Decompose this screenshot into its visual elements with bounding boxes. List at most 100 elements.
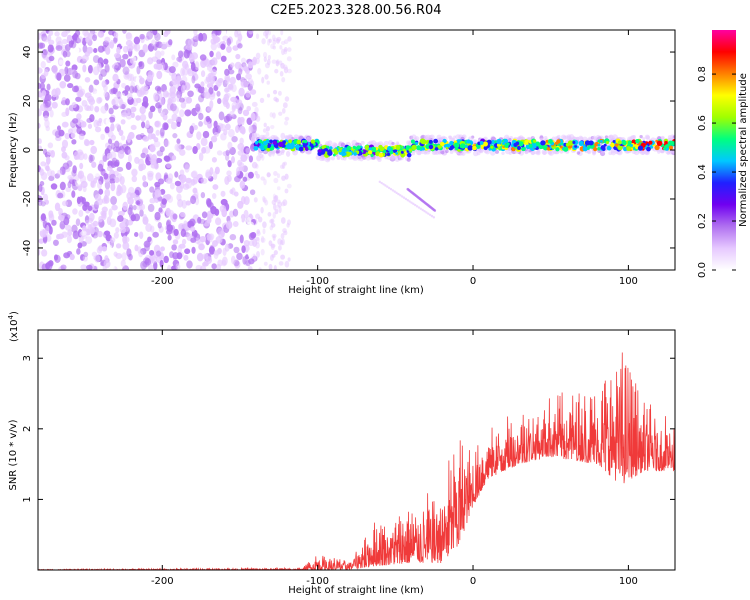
heatmap-cell <box>121 252 127 261</box>
heatmap-cell <box>251 161 258 169</box>
heatmap-cell <box>159 146 165 153</box>
heatmap-cell <box>639 134 643 139</box>
heatmap-cell <box>236 252 243 261</box>
heatmap-cell <box>61 139 69 149</box>
heatmap-cell <box>280 30 284 36</box>
heatmap-cell <box>183 220 188 229</box>
heatmap-cell <box>116 166 124 172</box>
heatmap-cell <box>42 148 48 155</box>
heatmap-cell <box>172 105 179 115</box>
heatmap-cell <box>192 73 199 81</box>
snr-x-axis-label: Height of straight line (km) <box>288 585 424 596</box>
heatmap-cell <box>111 157 118 165</box>
heatmap-cell <box>38 32 41 41</box>
heatmap-cell <box>204 78 211 85</box>
heatmap-cell <box>156 150 164 157</box>
heatmap-cell <box>124 236 130 243</box>
heatmap-cell <box>83 138 90 147</box>
heatmap-cell <box>266 30 272 36</box>
heatmap-cell <box>191 52 199 60</box>
heatmap-cell <box>273 96 278 102</box>
heatmap-cell <box>239 180 246 189</box>
heatmap-cell <box>115 252 123 260</box>
heatmap-cell <box>101 120 106 129</box>
heatmap-cell <box>260 248 265 256</box>
heatmap-cell <box>255 236 260 242</box>
heatmap-cell <box>71 169 77 177</box>
heatmap-cell <box>105 118 111 126</box>
snr-x-tick-label: -100 <box>306 576 329 587</box>
heatmap-cell <box>106 165 113 172</box>
heatmap-cell <box>38 67 43 74</box>
heatmap-cell <box>53 254 59 261</box>
heatmap-cell <box>204 91 211 99</box>
heatmap-cell <box>62 50 68 58</box>
heatmap-cell <box>85 236 93 245</box>
heatmap-cell <box>226 45 232 53</box>
colorbar-tick-label: 0.8 <box>697 66 708 82</box>
heatmap-cell <box>162 89 169 99</box>
heatmap-cell <box>243 65 249 72</box>
heatmap-cell <box>270 243 276 248</box>
heatmap-cell <box>267 212 272 217</box>
heatmap-cell <box>57 169 63 176</box>
heatmap-cell <box>479 141 484 145</box>
heatmap-cell <box>285 143 292 149</box>
heatmap-cell <box>449 145 455 150</box>
heatmap-cell <box>72 85 79 93</box>
heatmap-cell <box>417 206 421 209</box>
heatmap-cell <box>130 214 136 222</box>
heatmap-y-tick-label: -40 <box>22 240 33 256</box>
heatmap-cell <box>187 68 192 74</box>
heatmap-cell <box>120 40 126 47</box>
heatmap-cell <box>82 44 88 54</box>
heatmap-cell <box>387 186 391 190</box>
heatmap-cell <box>637 145 644 151</box>
heatmap-x-tick-label: 0 <box>470 276 476 287</box>
heatmap-cell <box>38 108 42 117</box>
heatmap-cell <box>44 119 50 129</box>
heatmap-cell <box>179 109 185 118</box>
heatmap-cell <box>45 105 53 112</box>
heatmap-cell <box>224 87 230 93</box>
heatmap-cell <box>90 227 96 235</box>
heatmap-cell <box>425 211 428 214</box>
heatmap-cell <box>266 80 270 85</box>
heatmap-cell <box>192 145 198 155</box>
heatmap-cell <box>664 140 668 145</box>
heatmap-cell <box>133 36 141 45</box>
heatmap-cell <box>196 252 204 262</box>
heatmap-cell <box>160 246 165 252</box>
heatmap-cell <box>229 76 236 85</box>
heatmap-cell <box>71 126 78 134</box>
heatmap-cell <box>107 244 113 252</box>
heatmap-cell <box>82 30 89 36</box>
heatmap-cell <box>211 156 217 163</box>
heatmap-cell <box>242 109 250 117</box>
heatmap-cell <box>555 147 560 152</box>
heatmap-cell <box>98 188 104 195</box>
heatmap-cell <box>225 220 233 230</box>
heatmap-y-ticks: -40 -20 0 20 40 <box>22 46 675 256</box>
heatmap-cell <box>341 148 346 153</box>
heatmap-cell <box>273 171 278 176</box>
heatmap-cell <box>231 187 236 196</box>
heatmap-cell <box>534 151 538 155</box>
heatmap-cell <box>282 102 288 109</box>
heatmap-cell <box>89 114 95 123</box>
heatmap-cell <box>78 133 85 140</box>
heatmap-cell <box>145 154 150 162</box>
heatmap-cell <box>160 50 165 56</box>
heatmap-cell <box>124 70 129 78</box>
heatmap-cell <box>246 105 252 112</box>
heatmap-cell <box>109 218 117 228</box>
heatmap-cell <box>222 35 229 41</box>
heatmap-cell <box>181 238 187 245</box>
heatmap-cell <box>176 143 182 153</box>
heatmap-cell <box>41 90 47 97</box>
heatmap-cell <box>419 138 426 144</box>
heatmap-x-tick-label: -200 <box>151 276 174 287</box>
heatmap-cell <box>108 208 113 218</box>
heatmap-cell <box>118 129 124 136</box>
heatmap-cell <box>253 197 258 203</box>
